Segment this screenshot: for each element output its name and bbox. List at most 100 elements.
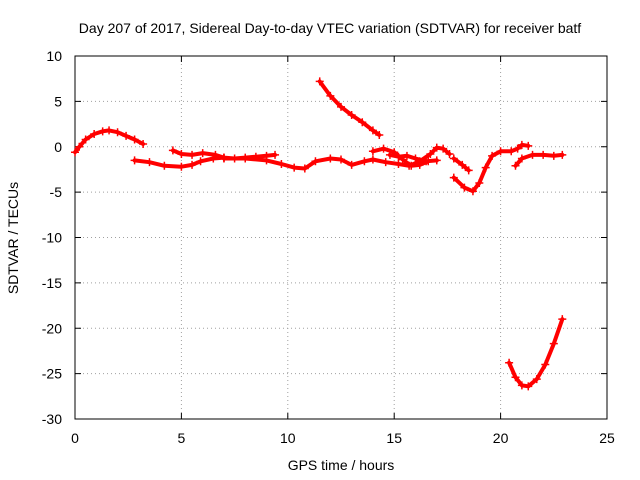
series-arc-5 [315, 77, 384, 139]
data-point-marker [394, 152, 403, 161]
data-point-marker [449, 173, 458, 182]
data-point-marker [98, 127, 107, 136]
x-tick-label: 25 [599, 430, 615, 446]
data-point-marker [326, 91, 335, 100]
data-point-marker [541, 360, 550, 369]
data-point-marker [528, 150, 537, 159]
data-point-marker [524, 382, 533, 391]
data-point-marker [75, 142, 84, 151]
data-point-marker [445, 150, 454, 159]
y-tick-label: -15 [42, 275, 62, 291]
data-point-marker [177, 150, 186, 159]
data-point-marker [505, 358, 514, 367]
data-point-marker [558, 315, 567, 324]
data-point-marker [130, 156, 139, 165]
data-point-marker [139, 140, 148, 149]
data-point-marker [219, 154, 228, 163]
data-point-marker [105, 126, 114, 135]
data-point-marker [122, 131, 131, 140]
data-point-marker [507, 147, 516, 156]
y-tick-label: 0 [54, 139, 62, 155]
y-tick-label: 5 [54, 93, 62, 109]
data-point-marker [385, 150, 394, 159]
data-point-marker [394, 159, 403, 168]
data-point-marker [290, 163, 299, 172]
data-point-marker [160, 161, 169, 170]
x-tick-label: 20 [493, 430, 509, 446]
data-point-marker [539, 150, 548, 159]
data-point-marker [211, 150, 220, 159]
data-series-layer [71, 77, 567, 391]
data-point-marker [407, 161, 416, 170]
series-arc-8 [449, 154, 473, 175]
data-point-marker [337, 102, 345, 111]
data-point-marker [71, 148, 79, 157]
data-point-marker [439, 144, 448, 153]
y-tick-label: -20 [42, 320, 62, 336]
series-arc-1 [71, 126, 148, 157]
data-point-marker [496, 147, 505, 156]
data-point-marker [168, 146, 177, 155]
x-axis-label: GPS time / hours [288, 457, 395, 473]
data-point-marker [368, 126, 377, 135]
data-point-marker [415, 160, 424, 169]
data-point-marker [488, 151, 497, 160]
data-point-marker [368, 147, 377, 156]
data-point-marker [315, 77, 324, 86]
data-point-marker [549, 151, 558, 160]
y-tick-label: -25 [42, 366, 62, 382]
data-point-marker [326, 154, 335, 163]
series-arc-7 [385, 150, 441, 166]
x-tick-label: 10 [280, 430, 296, 446]
data-point-marker [464, 166, 473, 175]
data-point-marker [81, 135, 90, 144]
data-point-marker [311, 157, 320, 166]
x-tick-label: 5 [178, 430, 186, 446]
data-point-marker [277, 159, 286, 168]
data-point-marker [458, 160, 467, 169]
data-point-marker [90, 130, 99, 139]
data-point-marker [198, 149, 207, 158]
data-point-marker [262, 156, 271, 165]
data-point-marker [481, 163, 490, 172]
data-point-marker [241, 154, 250, 163]
y-tick-label: -30 [42, 411, 62, 427]
series-arc-10 [511, 150, 567, 170]
data-point-marker [549, 339, 558, 348]
data-point-marker [300, 164, 309, 173]
data-point-marker [130, 135, 139, 144]
data-point-marker [337, 155, 345, 164]
data-point-marker [511, 373, 520, 382]
grid-layer [75, 56, 607, 419]
data-point-marker [513, 144, 522, 153]
data-point-marker [517, 154, 526, 163]
data-point-marker [188, 160, 197, 169]
data-point-marker [177, 162, 186, 171]
data-point-marker [432, 156, 441, 165]
data-point-marker [113, 128, 122, 137]
data-point-marker [432, 143, 441, 152]
data-point-marker [379, 144, 388, 153]
data-point-marker [347, 160, 356, 169]
series-arc-9 [449, 140, 533, 196]
data-point-marker [517, 381, 526, 390]
y-tick-label: -10 [42, 230, 62, 246]
data-point-marker [468, 187, 477, 196]
data-point-marker [368, 155, 377, 164]
data-point-marker [360, 157, 369, 166]
data-point-marker [375, 130, 384, 139]
data-point-marker [422, 157, 431, 166]
data-point-marker [381, 158, 390, 167]
data-point-marker [517, 140, 526, 149]
data-point-marker [532, 375, 541, 384]
axis-ticks: 0 5 10 15 20 25 10 5 0 -5 -10 -15 -20 -25 -30 [42, 48, 615, 446]
data-point-marker [358, 118, 367, 127]
data-point-marker [196, 157, 205, 166]
series-line [507, 317, 565, 389]
y-tick-label: 10 [46, 48, 62, 64]
data-point-marker [411, 154, 420, 163]
data-point-marker [145, 158, 154, 167]
data-point-marker [511, 161, 520, 170]
data-point-marker [426, 150, 435, 159]
